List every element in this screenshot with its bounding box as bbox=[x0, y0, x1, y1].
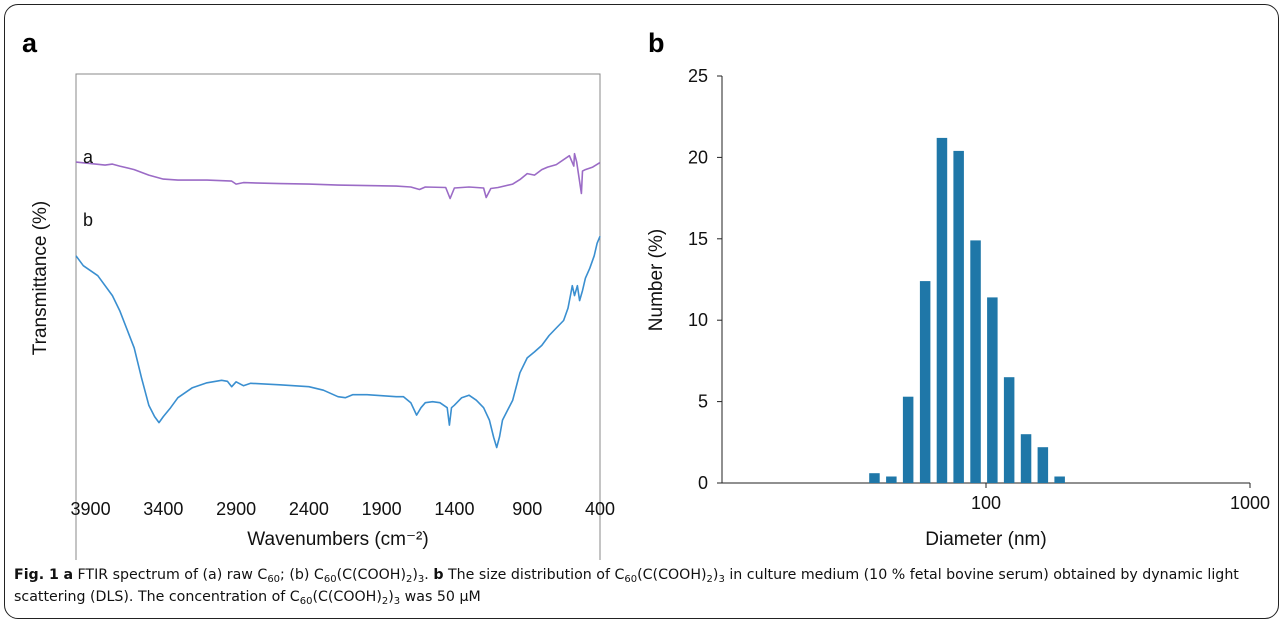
dls-y-tick-label: 10 bbox=[688, 310, 708, 330]
dls-bar bbox=[953, 150, 964, 483]
dls-y-tick-label: 15 bbox=[688, 229, 708, 249]
ftir-x-tick-label: 3900 bbox=[71, 499, 111, 519]
dls-bar bbox=[1003, 377, 1015, 483]
ftir-series-a bbox=[75, 152, 601, 200]
dls-chart: 0 5 10 15 20 25 100 1000 Diameter (nm) Number … bbox=[646, 66, 1270, 550]
dls-bar bbox=[936, 137, 948, 483]
dls-x-ticks: 100 1000 bbox=[971, 483, 1270, 513]
curve-label-a: a bbox=[83, 147, 94, 167]
curve-label-b: b bbox=[83, 210, 93, 230]
panel-a-letter: a bbox=[22, 28, 38, 58]
dls-bars bbox=[869, 137, 1065, 483]
dls-x-tick-label: 100 bbox=[971, 493, 1001, 513]
ftir-x-tick-label: 1400 bbox=[434, 499, 474, 519]
ftir-x-tick-label: 2400 bbox=[289, 499, 329, 519]
dls-x-axis-title: Diameter (nm) bbox=[925, 529, 1046, 550]
ftir-x-tick-label: 3400 bbox=[143, 499, 183, 519]
caption-part-a-text: FTIR spectrum of (a) raw C60; (b) C60(C(… bbox=[73, 567, 429, 585]
caption-fig-label: Fig. 1 bbox=[14, 567, 59, 583]
ftir-x-tick-label: 400 bbox=[585, 499, 615, 519]
dls-bar bbox=[1020, 434, 1032, 483]
figure-frame bbox=[4, 4, 1279, 619]
caption-part-b-letter: b bbox=[433, 567, 444, 583]
ftir-x-axis-title: Wavenumbers (cm⁻²) bbox=[247, 529, 428, 550]
ftir-x-tick-label: 900 bbox=[512, 499, 542, 519]
dls-y-tick-label: 0 bbox=[698, 473, 708, 493]
ftir-plot-area bbox=[75, 73, 601, 560]
dls-bar bbox=[902, 396, 914, 483]
dls-y-axis-title: Number (%) bbox=[646, 229, 667, 331]
ftir-y-axis-title: Transmittance (%) bbox=[30, 201, 51, 356]
dls-bar bbox=[919, 281, 931, 483]
dls-bar bbox=[869, 473, 880, 483]
ftir-x-tick-label: 2900 bbox=[216, 499, 256, 519]
dls-y-tick-label: 25 bbox=[688, 66, 708, 86]
dls-bar bbox=[1054, 476, 1065, 483]
dls-y-tick-label: 20 bbox=[688, 147, 708, 167]
dls-bar bbox=[987, 297, 998, 483]
dls-bar bbox=[970, 240, 981, 483]
panel-b-letter: b bbox=[648, 28, 665, 58]
ftir-x-tick-label: 1900 bbox=[362, 499, 402, 519]
ftir-series-group bbox=[75, 152, 601, 449]
dls-x-tick-label: 1000 bbox=[1230, 493, 1270, 513]
ftir-chart: 3900 3400 2900 2400 1900 1400 900 400 a b Waven… bbox=[30, 73, 615, 560]
ftir-series-b bbox=[75, 235, 601, 449]
ftir-x-ticks: 3900 3400 2900 2400 1900 1400 900 400 bbox=[71, 499, 615, 519]
caption-part-b-text: The size distribution of C60(C(COOH)2)3 … bbox=[14, 567, 1239, 607]
dls-y-ticks: 0 5 10 15 20 25 bbox=[688, 66, 722, 493]
figure-caption: Fig. 1 a FTIR spectrum of (a) raw C60; (… bbox=[14, 564, 1272, 608]
dls-y-tick-label: 5 bbox=[698, 392, 708, 412]
figure-canvas: a b 3900 3400 2900 2400 1900 1400 900 400 a b W… bbox=[22, 28, 1270, 560]
caption-part-a-letter: a bbox=[63, 567, 74, 583]
dls-bar bbox=[886, 476, 897, 483]
dls-bar bbox=[1037, 447, 1049, 483]
